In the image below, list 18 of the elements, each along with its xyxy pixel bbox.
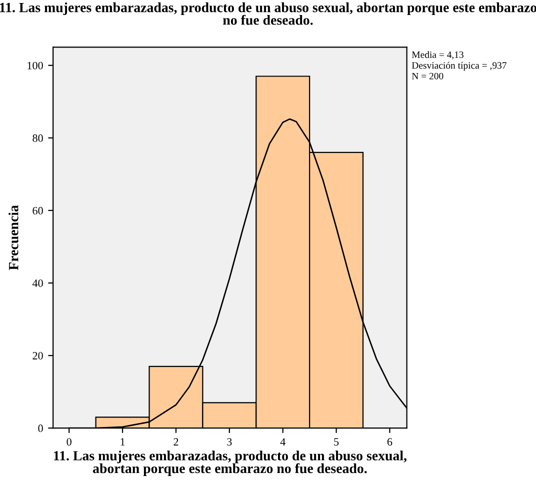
x-tick-label: 6 [387,438,392,446]
x-tick-label: 3 [227,438,232,446]
text: Desviación típica = ,937 [412,62,506,71]
y-tick-label: 40 [32,279,43,287]
text: N = 200 [412,72,444,80]
y-tick-label: 80 [32,134,43,142]
x-tick-label: 4 [280,438,286,446]
x-tick-label: 2 [174,438,178,446]
x-tick-label: 5 [334,438,339,446]
y-tick-label: 20 [32,352,43,360]
y-tick-label: 0 [38,424,43,432]
x-tick-label: 0 [66,438,72,446]
x-tick-label: 1 [120,438,125,446]
y-tick-label: 60 [32,206,43,214]
text: Media = 4,13 [412,51,464,60]
x-axis-title: 11. Las mujeres embarazadas, producto de un abuso sexual, abortan porque este embarazo no fue deseado. [54,450,406,476]
y-tick-label: 100 [28,62,43,70]
y-axis-title: Frecuencia [8,205,18,270]
